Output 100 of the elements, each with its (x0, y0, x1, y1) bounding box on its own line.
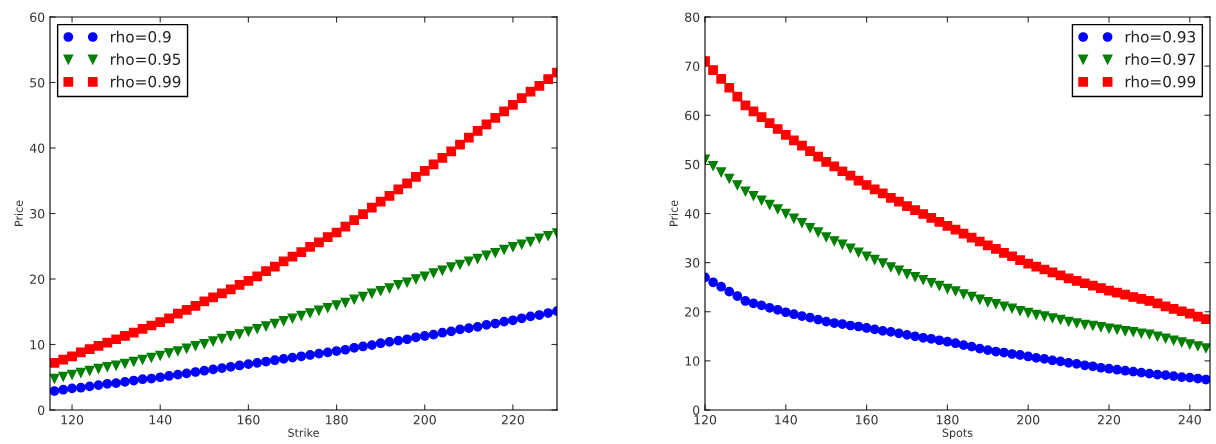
point (252, 323, 263, 334)
point (402, 334, 412, 345)
point (375, 338, 386, 349)
point (358, 341, 368, 352)
x-tick-label: 200 (413, 415, 436, 425)
point (499, 244, 509, 255)
point (128, 356, 139, 367)
point (67, 383, 77, 394)
point (472, 321, 483, 332)
y-tick-label: 30 (685, 258, 700, 268)
point (437, 152, 448, 163)
point (305, 350, 315, 360)
point (225, 361, 236, 372)
point (490, 247, 501, 258)
y-axis-title: Price (669, 200, 678, 226)
point (217, 363, 227, 373)
point (375, 285, 386, 296)
point (437, 265, 448, 276)
y-tick-label: 20 (685, 307, 700, 317)
point (428, 268, 439, 278)
point (411, 171, 421, 182)
point (155, 372, 166, 383)
point (384, 283, 395, 294)
point (366, 288, 377, 299)
point (349, 294, 360, 305)
point (181, 304, 192, 315)
point (146, 373, 157, 384)
point (534, 310, 545, 320)
point (463, 323, 474, 333)
point (314, 237, 324, 248)
point (446, 146, 457, 157)
point (120, 358, 130, 369)
legend-label: rho=0.93 (1125, 30, 1196, 43)
point (137, 323, 148, 334)
point (402, 178, 412, 189)
point (128, 375, 139, 386)
point (120, 331, 130, 341)
point (58, 354, 69, 365)
y-axis-title: Price (14, 200, 23, 226)
x-tick-label: 140 (775, 415, 797, 425)
point (199, 365, 210, 376)
point (419, 271, 430, 282)
point (340, 344, 351, 355)
point (225, 284, 236, 295)
point (164, 348, 174, 358)
point (287, 352, 298, 363)
point (190, 340, 201, 351)
point (190, 367, 201, 377)
x-tick-label: 180 (936, 415, 959, 425)
y-tick-label: 40 (684, 208, 700, 219)
point (252, 357, 263, 368)
point (269, 261, 280, 272)
point (428, 329, 439, 340)
point (172, 369, 183, 380)
point (67, 369, 77, 380)
point (190, 300, 201, 311)
point (296, 351, 307, 362)
point (234, 360, 245, 371)
point (358, 291, 368, 302)
point (261, 321, 271, 332)
y-tick-label: 80 (685, 12, 700, 22)
point (490, 113, 501, 123)
point (75, 347, 86, 358)
point (419, 331, 430, 341)
point (243, 276, 254, 286)
point (516, 313, 527, 324)
point (305, 242, 315, 252)
point (455, 139, 465, 150)
x-axis-title: Strike (288, 428, 319, 437)
point (93, 340, 104, 351)
legend-label: rho=0.95 (110, 53, 181, 65)
point (102, 337, 113, 348)
point (358, 209, 368, 220)
point (525, 86, 536, 97)
point (296, 247, 307, 258)
point (208, 336, 218, 347)
point (172, 346, 183, 356)
point (543, 230, 554, 241)
point (75, 367, 86, 378)
point (446, 262, 457, 273)
point (525, 311, 536, 322)
point (278, 256, 289, 267)
point (278, 354, 289, 364)
point (111, 334, 121, 345)
point (58, 384, 69, 395)
y-tick-label: 0 (693, 405, 700, 415)
point (463, 132, 474, 143)
point (269, 355, 280, 366)
point (137, 354, 148, 365)
point (75, 382, 86, 393)
point (472, 126, 483, 136)
x-axis-title: Spots (942, 428, 973, 440)
x-tick-label: 160 (856, 415, 878, 425)
point (472, 253, 483, 264)
point (446, 326, 457, 337)
point (146, 352, 157, 363)
point (287, 251, 298, 262)
legend-label: rho=0.99 (1125, 75, 1196, 88)
y-tick-label: 70 (685, 61, 700, 72)
point (534, 80, 545, 91)
